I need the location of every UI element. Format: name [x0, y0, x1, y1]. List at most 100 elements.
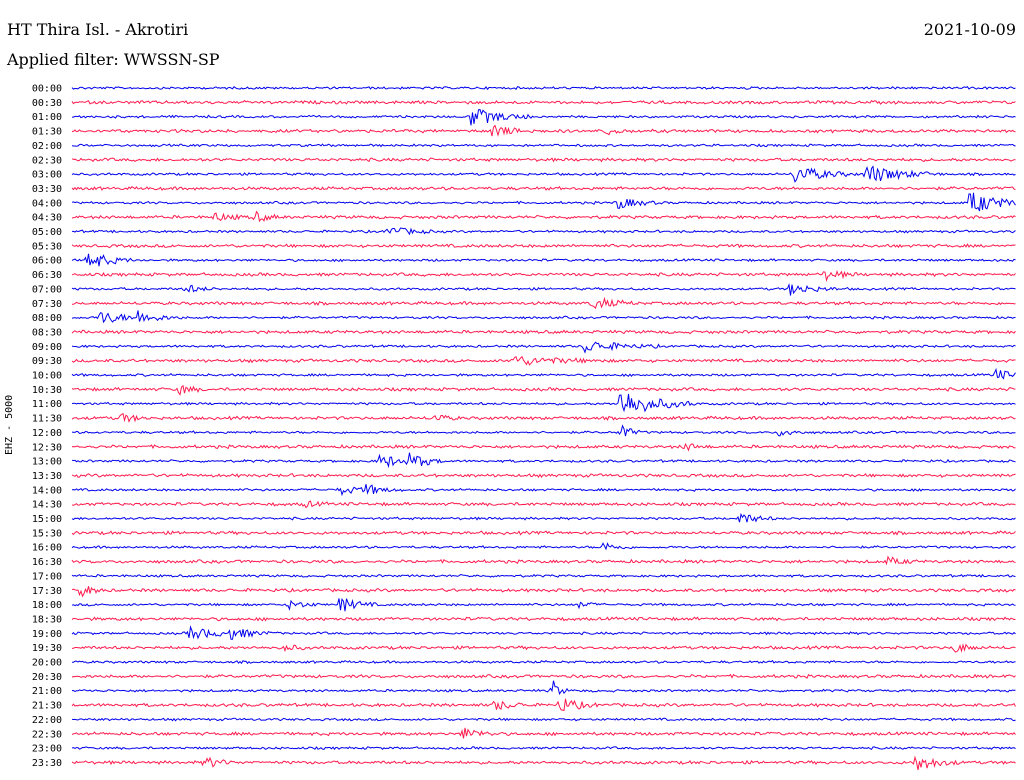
seismic-trace-0200	[71, 143, 1016, 148]
seismic-trace-1730	[71, 586, 1016, 598]
time-tick-label: 15:00	[32, 514, 62, 525]
time-tick-label: 15:30	[32, 528, 62, 539]
seismic-trace-1330	[71, 473, 1016, 479]
seismic-trace-1430	[71, 500, 1016, 509]
seismic-trace-1630	[71, 555, 1016, 566]
seismic-trace-0130	[71, 124, 1016, 137]
seismic-trace-1800	[71, 598, 1016, 612]
seismic-trace-2000	[72, 659, 1016, 665]
seismic-trace-1200	[71, 424, 1016, 437]
seismic-trace-1530	[71, 530, 1016, 536]
time-tick-label: 07:30	[32, 299, 62, 310]
seismic-trace-1030	[71, 384, 1016, 396]
time-tick-label: 16:30	[32, 557, 62, 568]
time-tick-label: 12:00	[32, 428, 62, 439]
time-tick-label: 18:00	[32, 600, 62, 611]
time-tick-label: 04:30	[32, 213, 62, 224]
time-tick-label: 16:00	[32, 543, 62, 554]
seismic-trace-0030	[71, 99, 1016, 105]
seismic-trace-1500	[71, 512, 1016, 523]
time-tick-label: 08:00	[32, 313, 62, 324]
seismic-trace-1100	[71, 393, 1016, 413]
seismic-trace-1900	[71, 625, 1016, 640]
seismic-trace-2300	[71, 746, 1016, 751]
seismic-trace-2100	[71, 680, 1016, 695]
seismic-trace-1000	[71, 367, 1016, 380]
time-tick-label: 11:00	[32, 399, 62, 410]
seismic-trace-1400	[71, 484, 1016, 497]
seismic-trace-0800	[71, 310, 1016, 324]
time-tick-label: 04:00	[32, 198, 62, 209]
time-tick-label: 21:30	[32, 701, 62, 712]
time-tick-label: 07:00	[32, 284, 62, 295]
time-tick-label: 22:30	[32, 729, 62, 740]
time-tick-label: 20:00	[32, 658, 62, 669]
seismic-trace-0600	[71, 253, 1016, 267]
seismic-trace-2030	[71, 673, 1016, 679]
time-tick-label: 10:00	[32, 371, 62, 382]
time-tick-label: 13:30	[32, 471, 62, 482]
time-tick-label: 08:30	[32, 327, 62, 338]
time-tick-label: 22:00	[32, 715, 62, 726]
seismic-trace-0000	[71, 85, 1016, 91]
time-tick-label: 13:00	[32, 457, 62, 468]
seismic-trace-0730	[72, 296, 1016, 310]
seismic-trace-1300	[71, 452, 1016, 469]
seismic-trace-0230	[71, 157, 1016, 163]
time-tick-label: 19:00	[32, 629, 62, 640]
time-tick-label: 02:00	[32, 141, 62, 152]
seismic-trace-0330	[71, 185, 1016, 191]
seismic-trace-2330	[71, 755, 1016, 770]
seismic-trace-0400	[71, 192, 1016, 212]
time-tick-label: 19:30	[32, 643, 62, 654]
seismic-trace-0900	[71, 341, 1016, 354]
time-tick-label: 17:30	[32, 586, 62, 597]
time-tick-label: 10:30	[32, 385, 62, 396]
seismic-trace-0630	[71, 269, 1016, 283]
plot-date: 2021-10-09	[923, 20, 1016, 39]
time-tick-label: 00:30	[32, 98, 62, 109]
time-tick-label: 14:00	[32, 485, 62, 496]
time-tick-label: 00:00	[32, 84, 62, 95]
seismic-trace-0300	[71, 165, 1016, 183]
seismic-trace-0930	[71, 355, 1016, 366]
time-tick-label: 03:30	[32, 184, 62, 195]
seismic-trace-1700	[71, 573, 1016, 578]
time-tick-label: 11:30	[32, 414, 62, 425]
station-title: HT Thira Isl. - Akrotiri	[7, 20, 189, 39]
seismic-trace-0430	[71, 210, 1016, 223]
seismic-trace-2230	[71, 727, 1016, 739]
filter-label: Applied filter: WWSSN-SP	[7, 50, 220, 69]
time-tick-label: 09:00	[32, 342, 62, 353]
seismic-trace-1600	[71, 542, 1016, 551]
time-tick-label: 03:00	[32, 170, 62, 181]
time-tick-label: 18:30	[32, 614, 62, 625]
seismic-trace-0700	[71, 282, 1016, 296]
seismic-trace-0500	[72, 227, 1016, 236]
time-tick-label: 06:30	[32, 270, 62, 281]
time-tick-label: 01:30	[32, 127, 62, 138]
seismic-trace-0530	[71, 243, 1016, 249]
time-tick-label: 02:30	[32, 155, 62, 166]
time-tick-label: 23:00	[32, 744, 62, 755]
seismic-trace-1830	[71, 616, 1016, 622]
time-tick-label: 14:30	[32, 500, 62, 511]
seismic-trace-0100	[72, 109, 1016, 126]
seismic-trace-1230	[71, 442, 1016, 452]
seismic-trace-0830	[71, 329, 1016, 335]
time-tick-label: 05:00	[32, 227, 62, 238]
seismic-trace-1930	[71, 643, 1016, 653]
time-tick-label: 01:00	[32, 112, 62, 123]
time-tick-label: 05:30	[32, 241, 62, 252]
time-tick-label: 21:00	[32, 686, 62, 697]
time-tick-label: 12:30	[32, 442, 62, 453]
time-tick-label: 17:00	[32, 571, 62, 582]
time-tick-label: 23:30	[32, 758, 62, 769]
seismic-trace-1130	[71, 412, 1016, 423]
time-tick-label: 06:00	[32, 256, 62, 267]
seismic-trace-2200	[71, 717, 1016, 722]
seismic-trace-2130	[71, 698, 1016, 712]
time-tick-label: 20:30	[32, 672, 62, 683]
time-tick-label: 09:30	[32, 356, 62, 367]
